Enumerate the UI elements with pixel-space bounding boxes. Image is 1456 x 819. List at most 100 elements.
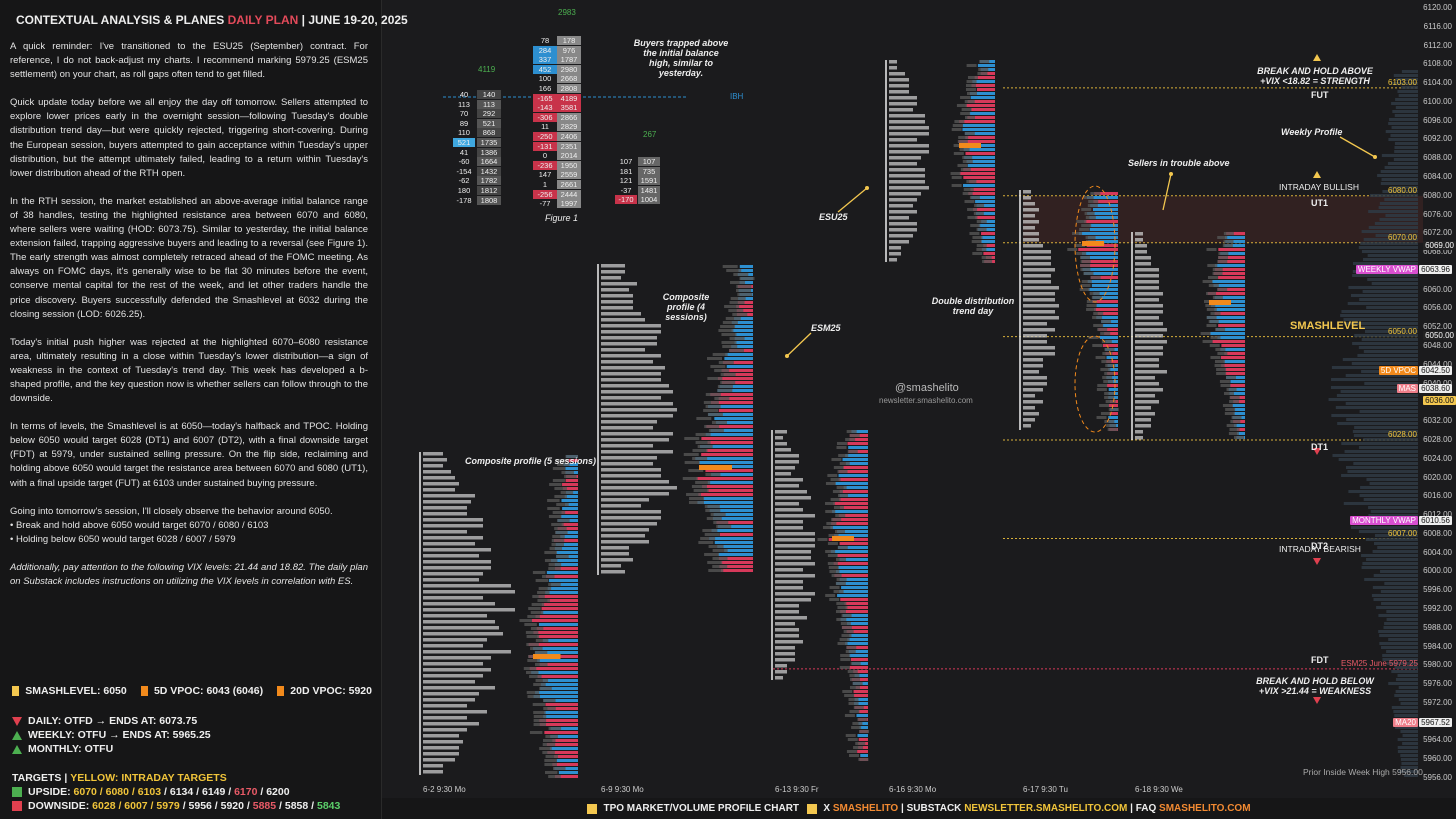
d613-vol [842,690,853,693]
d618-vol [1215,328,1226,331]
d618-bar [1233,412,1245,415]
comp4-tpo [601,534,645,538]
d613-vol [835,514,846,517]
d618-tpo [1135,418,1151,422]
level-name: FUT [1311,89,1329,100]
comp5-bar [549,747,578,750]
weekly-profile-bar [1378,614,1418,617]
d617-vol [1097,384,1108,387]
comp5-bar [554,767,578,770]
upside-intraday: 6070 / 6080 / 6103 [73,786,162,798]
figure1-mid-delta: 284 [533,45,557,55]
comp5-tpo [423,698,475,702]
comp4-vol [721,341,737,344]
d617-vol [1088,336,1099,339]
weekly-profile-bar [1371,594,1418,597]
comp5-vol [552,479,566,482]
d613-vol [840,654,851,657]
down-triangle-icon [1313,697,1321,704]
comp4-vol [705,509,721,512]
weekly-profile-bar [1363,438,1418,441]
plan-prefix: ES [208,13,225,27]
weekly-profile-bar [1361,230,1418,233]
comp5-vol [538,587,552,590]
d618-bar [1210,304,1245,307]
comp4-tpo [601,402,673,406]
comp5-vol [533,711,546,714]
comp4-vol [684,437,700,440]
comp5-bar [544,711,578,714]
weekly-profile-bar [1385,214,1418,217]
comp5-vol [528,607,541,610]
comp4-bar [721,369,753,372]
comp5-bar [543,715,578,718]
d616-vol [964,100,975,103]
comp4-vol [724,305,740,308]
d616-tpo [889,96,917,100]
weekly-profile-bar [1364,330,1418,333]
d618-vol [1212,296,1223,299]
tpo-chart[interactable]: 6120.00 6116.00 6112.00 6108.00 6104.00 6100.… [383,0,1456,819]
comp4-tpo [601,444,653,448]
d613-tpo [775,484,799,488]
footer-faq-link[interactable]: SMASHELITO.COM [1159,803,1251,814]
footer-x-handle[interactable]: SMASHELITO [832,803,899,814]
weekly-profile-bar [1352,342,1418,345]
weekly-profile-bar [1365,538,1418,541]
comp4-vol [705,405,721,408]
d613-tpo [775,538,815,542]
d613-poc [832,536,854,541]
d613-vol [834,530,845,533]
double-distribution-label: Double distribution trend day [931,296,1015,316]
d613-vol [849,686,860,689]
comp5-vol [557,463,570,466]
legend-weekly-row: WEEKLY: OTFU → ENDS AT: 5965.25 [12,728,372,742]
comp4-vol [720,325,736,328]
comp4-vol [686,493,702,496]
d613-bar [841,586,868,589]
price-tick: 6080.00 [1423,190,1452,200]
comp5-vol [555,531,568,534]
footer-substack-link[interactable]: NEWSLETTER.SMASHELITO.COM [964,803,1128,814]
d617-vol [1104,420,1115,423]
figure1-left-delta: 180 [457,186,471,195]
d617-bar [1080,264,1118,267]
comp4-tpo [601,492,669,496]
weekly-profile-bar [1369,482,1418,485]
price-tick: 6104.00 [1423,78,1452,88]
d616-vol [960,96,971,99]
d613-bar [855,686,868,689]
comp4-bar [739,281,753,284]
d613-bar [849,654,868,657]
d616-vol [978,68,989,71]
figure1-mid-volume: 2406 [557,132,581,141]
prior-week-high-label: Prior Inside Week High 5956.00 [1303,767,1423,777]
d616-bar [967,100,995,103]
d613-tpo [775,670,787,674]
d613-tpo [775,646,795,650]
d617-vol [1079,228,1090,231]
d613-vol [837,470,848,473]
d616-vol [970,224,981,227]
comp5-tpo [423,758,455,762]
figure1-left-volume: 1735 [477,138,501,147]
comp4-vol [737,293,753,296]
comp5-bar [551,583,578,586]
comp5-bar [561,511,578,514]
d613-bar [837,566,868,569]
figure1-left-delta: 41 [459,147,469,157]
d618-vol [1208,320,1219,323]
weekly-profile-bar [1372,550,1418,553]
d617-bar [1102,344,1118,347]
weekly-profile-bar [1362,562,1418,565]
d613-vol [827,542,838,545]
comp5-vol [535,639,549,642]
comp5-vol [543,707,556,710]
d618-vol [1214,360,1225,363]
comp5-vol [530,611,544,614]
d616-bar [959,120,995,123]
comp5-tpo [423,662,483,666]
weekly-profile-bar [1361,250,1418,253]
weekly-profile-bar [1374,222,1418,225]
comp4-vol [703,409,719,412]
